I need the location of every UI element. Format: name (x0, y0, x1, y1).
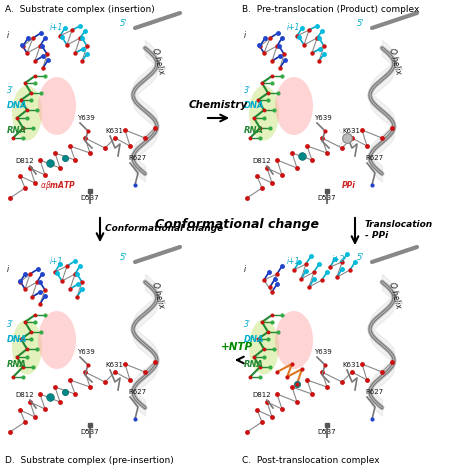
Text: 5': 5' (357, 19, 365, 28)
Text: Translocation
- PPi: Translocation - PPi (365, 220, 433, 240)
Ellipse shape (275, 77, 313, 135)
Text: Y639: Y639 (314, 115, 332, 121)
Text: PPi: PPi (342, 181, 356, 190)
Text: K631: K631 (105, 362, 123, 368)
Text: K631: K631 (105, 128, 123, 134)
Text: RNA: RNA (7, 126, 27, 135)
Text: 3': 3' (7, 320, 14, 329)
Text: DNA: DNA (244, 101, 264, 110)
Text: i: i (7, 31, 9, 40)
Ellipse shape (38, 77, 76, 135)
Text: D812: D812 (15, 158, 34, 164)
Text: D812: D812 (252, 392, 271, 398)
Text: $\alpha\beta$mATP: $\alpha\beta$mATP (40, 179, 76, 192)
Text: i: i (244, 265, 246, 274)
Text: D537: D537 (317, 195, 336, 201)
Text: K631: K631 (342, 362, 360, 368)
Text: Conformational change: Conformational change (105, 224, 223, 233)
Text: D812: D812 (252, 158, 271, 164)
Text: O helix: O helix (387, 47, 403, 75)
Text: Chemistry: Chemistry (188, 100, 247, 110)
Text: D.  Substrate complex (pre-insertion): D. Substrate complex (pre-insertion) (5, 456, 174, 465)
Text: C.  Post-translocation complex: C. Post-translocation complex (242, 456, 380, 465)
Text: R627: R627 (365, 389, 383, 395)
Text: 5': 5' (120, 19, 128, 28)
Text: RNA: RNA (7, 360, 27, 369)
Text: i: i (244, 31, 246, 40)
Text: O helix: O helix (387, 281, 403, 309)
Text: O helix: O helix (150, 281, 166, 309)
Ellipse shape (249, 319, 279, 374)
Text: 5': 5' (120, 253, 128, 262)
Text: Y639: Y639 (314, 349, 332, 355)
Text: 3': 3' (244, 320, 251, 329)
Text: D537: D537 (80, 195, 99, 201)
Text: O helix: O helix (150, 47, 166, 75)
Text: DNA: DNA (7, 101, 27, 110)
Text: RNA: RNA (244, 360, 264, 369)
Text: R627: R627 (128, 389, 146, 395)
Text: R627: R627 (365, 155, 383, 161)
Text: i+1: i+1 (287, 257, 301, 266)
Text: K631: K631 (342, 128, 360, 134)
Text: D537: D537 (80, 429, 99, 435)
Text: D537: D537 (317, 429, 336, 435)
Text: DNA: DNA (7, 335, 27, 344)
Ellipse shape (12, 85, 42, 140)
Text: D812: D812 (15, 392, 34, 398)
Text: A.  Substrate complex (insertion): A. Substrate complex (insertion) (5, 5, 155, 14)
Text: Y639: Y639 (77, 349, 95, 355)
Ellipse shape (249, 85, 279, 140)
Text: +NTP: +NTP (221, 342, 253, 352)
Text: B.  Pre-translocation (Product) complex: B. Pre-translocation (Product) complex (242, 5, 419, 14)
Ellipse shape (38, 311, 76, 369)
Text: i+2: i+2 (332, 255, 346, 264)
Text: i+1: i+1 (50, 257, 64, 266)
Text: R627: R627 (128, 155, 146, 161)
Text: 5': 5' (357, 253, 365, 262)
Text: i+1: i+1 (287, 23, 301, 32)
Text: i: i (7, 265, 9, 274)
Text: Conformational change: Conformational change (155, 218, 319, 231)
Text: 3': 3' (244, 86, 251, 95)
Text: 3': 3' (7, 86, 14, 95)
Text: i+1: i+1 (50, 23, 64, 32)
Ellipse shape (12, 319, 42, 374)
Text: Y639: Y639 (77, 115, 95, 121)
Text: DNA: DNA (244, 335, 264, 344)
Ellipse shape (275, 311, 313, 369)
Text: RNA: RNA (244, 126, 264, 135)
